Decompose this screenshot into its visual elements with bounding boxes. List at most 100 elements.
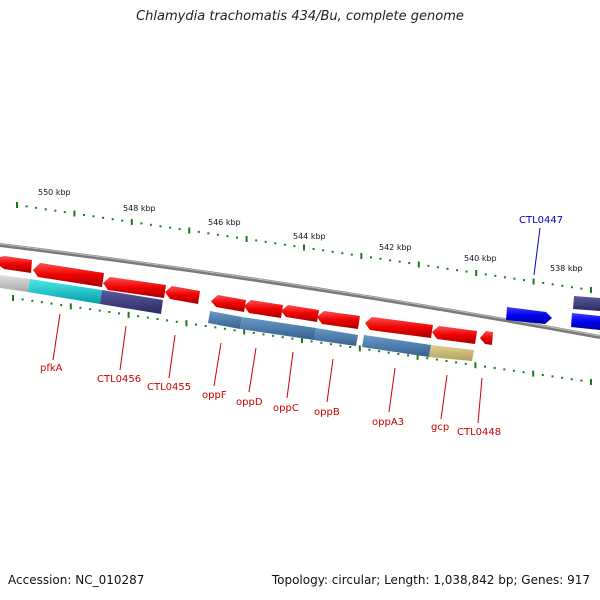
gene-label-gcp[interactable]: gcp xyxy=(431,422,449,433)
minor-tick xyxy=(204,325,207,327)
gene-label-pfka[interactable]: pfkA xyxy=(40,363,63,374)
cog-segment xyxy=(240,317,316,340)
minor-tick xyxy=(484,365,486,368)
gene-labels: pfkA CTL0456 CTL0455 oppF oppD oppC oppB… xyxy=(40,215,563,438)
minor-tick xyxy=(207,232,210,235)
leader-line xyxy=(533,227,541,276)
minor-tick xyxy=(387,351,390,354)
minor-tick xyxy=(542,281,545,284)
cog-segment xyxy=(362,335,431,357)
cog-segment xyxy=(314,328,358,346)
minor-tick xyxy=(322,249,325,252)
minor-tick xyxy=(446,267,449,270)
cog-track xyxy=(0,275,600,361)
gene-label-oppf[interactable]: oppF xyxy=(202,390,227,401)
minor-tick xyxy=(25,205,28,208)
minor-tick xyxy=(494,274,497,277)
minor-tick xyxy=(397,353,400,355)
inner-scale-ticks xyxy=(12,295,592,385)
major-tick xyxy=(416,353,419,360)
leader-line xyxy=(52,313,61,361)
scale-label: 542 kbp xyxy=(379,243,412,252)
gene-label-ctl0448[interactable]: CTL0448 xyxy=(457,427,501,438)
gene-arrow[interactable] xyxy=(506,307,552,324)
minor-tick xyxy=(63,211,66,214)
major-tick xyxy=(590,287,592,293)
leader-line xyxy=(388,367,396,413)
minor-tick xyxy=(368,348,371,351)
minor-tick xyxy=(281,336,284,339)
minor-tick xyxy=(40,301,43,304)
leader-line xyxy=(248,347,257,393)
minor-tick xyxy=(389,259,392,262)
minor-tick xyxy=(350,253,353,256)
minor-tick xyxy=(435,358,438,361)
minor-tick xyxy=(522,371,525,374)
minor-tick xyxy=(108,311,111,313)
gene-label-oppb[interactable]: oppB xyxy=(314,407,340,418)
scale-label: 548 kbp xyxy=(123,204,156,213)
minor-tick xyxy=(484,273,487,276)
minor-tick xyxy=(54,209,57,212)
minor-tick xyxy=(146,316,149,319)
gene-arrow[interactable] xyxy=(281,305,319,322)
minor-tick xyxy=(293,245,296,248)
minor-tick xyxy=(513,277,516,280)
gene-arrow[interactable] xyxy=(244,300,283,318)
minor-tick xyxy=(465,270,468,273)
minor-tick xyxy=(252,332,255,334)
leader-line xyxy=(440,374,448,420)
gene-label-ctl0455[interactable]: CTL0455 xyxy=(147,382,191,393)
minor-tick xyxy=(92,215,95,218)
minor-tick xyxy=(541,374,544,376)
gene-arrow[interactable] xyxy=(432,326,477,344)
major-tick xyxy=(303,244,305,251)
gene-label-oppa3[interactable]: oppA3 xyxy=(372,417,404,428)
minor-tick xyxy=(159,225,162,228)
gene-arrow[interactable] xyxy=(103,277,166,298)
minor-tick xyxy=(223,327,226,330)
minor-tick xyxy=(561,376,564,379)
gene-arrow[interactable] xyxy=(211,295,246,312)
genome-summary-text: Topology: circular; Length: 1,038,842 bp… xyxy=(271,573,590,587)
gene-label-oppd[interactable]: oppD xyxy=(236,397,263,408)
gene-arrow[interactable] xyxy=(365,317,433,338)
minor-tick xyxy=(262,333,265,336)
minor-tick xyxy=(21,298,24,301)
major-tick xyxy=(475,270,478,276)
minor-tick xyxy=(169,226,172,229)
outer-scale-ticks xyxy=(16,202,592,293)
accession-text: Accession: NC_010287 xyxy=(8,573,145,587)
major-tick xyxy=(188,227,191,234)
gene-arrow[interactable] xyxy=(0,256,32,273)
leader-line xyxy=(213,342,222,387)
cog-segment xyxy=(28,279,102,304)
gene-arrow[interactable] xyxy=(480,331,493,345)
gene-label-ctl0456[interactable]: CTL0456 xyxy=(97,374,141,385)
major-tick xyxy=(185,320,188,327)
cog-segment xyxy=(573,296,600,311)
gene-label-oppc[interactable]: oppC xyxy=(273,403,299,414)
gene-arrow[interactable] xyxy=(317,311,360,329)
major-tick xyxy=(358,345,361,352)
major-tick xyxy=(243,328,246,335)
gene-arrow[interactable] xyxy=(571,313,600,330)
minor-tick xyxy=(197,230,200,233)
forward-strand-genes xyxy=(506,307,600,330)
minor-tick xyxy=(98,309,101,312)
minor-tick xyxy=(580,379,583,382)
gene-label-ctl0447[interactable]: CTL0447 xyxy=(519,215,563,226)
minor-tick xyxy=(50,302,53,305)
minor-tick xyxy=(349,346,352,348)
minor-tick xyxy=(83,213,85,216)
leader-line xyxy=(326,358,334,403)
gene-arrow[interactable] xyxy=(33,263,104,287)
genome-backbone xyxy=(0,243,600,339)
gene-arrow[interactable] xyxy=(165,286,200,304)
minor-tick xyxy=(233,329,236,332)
minor-tick xyxy=(426,357,429,360)
minor-tick xyxy=(427,264,430,267)
minor-tick xyxy=(216,233,219,236)
minor-tick xyxy=(320,341,323,344)
